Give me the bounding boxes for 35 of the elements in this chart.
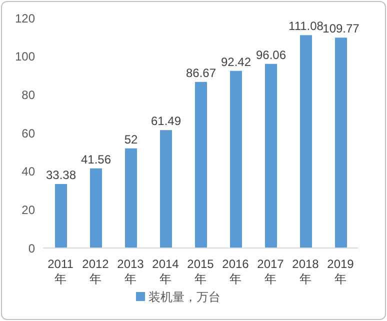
- data-label: 111.08: [288, 19, 324, 34]
- data-label: 41.56: [80, 152, 112, 166]
- data-label: 61.49: [150, 114, 182, 128]
- bar: [230, 70, 242, 248]
- y-tick-label: 60: [22, 126, 36, 140]
- bar: [195, 82, 207, 248]
- y-tick-label: 20: [22, 202, 36, 217]
- x-tick-label: 2012年: [82, 257, 110, 286]
- x-tick-label: 2016年: [222, 257, 250, 286]
- y-tick-label: 40: [22, 164, 36, 179]
- bar: [335, 38, 347, 248]
- legend-label: 装机量，万台: [148, 290, 220, 304]
- bar: [265, 64, 277, 248]
- y-tick-label: 120: [14, 11, 36, 26]
- data-label: 52: [124, 132, 138, 146]
- data-label: 96.06: [256, 48, 286, 62]
- x-tick-label: 2014年: [152, 257, 180, 286]
- bar: [125, 148, 137, 248]
- bar: [90, 168, 102, 248]
- x-tick-label: 2011年: [48, 257, 74, 286]
- x-tick-label: 2013年: [117, 257, 144, 286]
- x-tick-label: 2015年: [187, 257, 214, 286]
- y-tick-label: 0: [28, 241, 36, 256]
- x-tick-label: 2017年: [257, 257, 284, 286]
- x-tick-label: 2019年: [327, 257, 354, 286]
- x-tick-label: 2018年: [292, 257, 320, 286]
- bar: [55, 184, 67, 248]
- y-tick-label: 100: [14, 50, 36, 64]
- data-label: 33.38: [46, 168, 76, 182]
- bar: [160, 130, 172, 248]
- bar: [300, 35, 312, 248]
- y-tick-label: 80: [22, 88, 36, 102]
- data-label: 109.77: [322, 22, 360, 36]
- data-label: 92.42: [220, 54, 252, 69]
- data-label: 86.67: [186, 66, 216, 80]
